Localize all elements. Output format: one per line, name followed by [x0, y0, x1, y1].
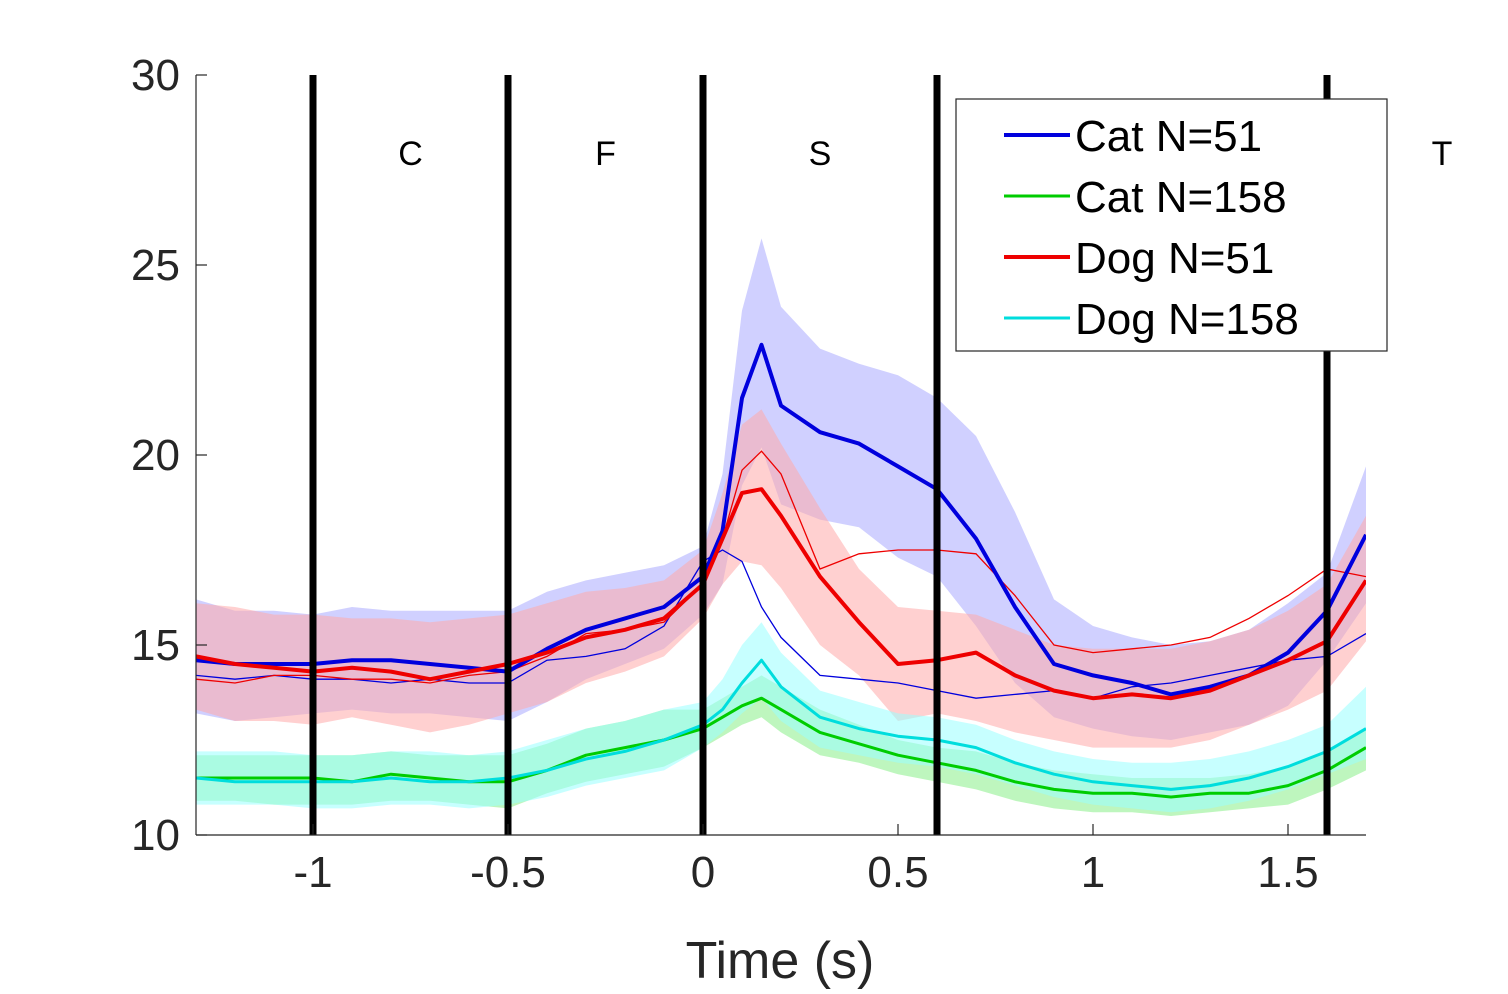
legend-label-1: Cat N=51: [1075, 112, 1262, 161]
phase-label-f: F: [595, 135, 616, 173]
band-series-3: [196, 409, 1366, 748]
thin-series-lines: [196, 450, 1366, 699]
y-tick-label: 20: [131, 431, 180, 480]
thin-line-1: [196, 549, 1366, 699]
series-line-1: [196, 342, 1366, 697]
thin-line-2: [196, 450, 1366, 684]
series-line-3: [196, 487, 1366, 701]
legend: Cat N=51 Cat N=158 Dog N=51 Dog N=158: [955, 98, 1388, 352]
x-tick-label: -0.5: [470, 848, 546, 897]
band-series-4: [196, 622, 1366, 813]
legend-label-2: Cat N=158: [1075, 173, 1287, 222]
y-tick-label: 10: [131, 811, 180, 860]
phase-label-c: C: [398, 135, 423, 173]
axes: -1 -0.5 0 0.5 1 1.5 10 15 20 25 30: [131, 51, 1366, 897]
x-tick-label: 0: [691, 848, 715, 897]
x-tick-label: 1.5: [1257, 848, 1318, 897]
phase-label-t: T: [1432, 135, 1453, 173]
x-tick-label: -1: [293, 848, 332, 897]
y-tick-label: 30: [131, 51, 180, 100]
legend-label-3: Dog N=51: [1075, 234, 1274, 283]
y-tick-label: 25: [131, 241, 180, 290]
series-line-4: [196, 658, 1366, 791]
x-axis-label: Time (s): [686, 932, 875, 990]
x-tick-label: 1: [1081, 848, 1105, 897]
y-tick-label: 15: [131, 621, 180, 670]
series-line-2: [196, 696, 1366, 799]
legend-box: [955, 98, 1388, 352]
phase-label-s: S: [809, 135, 832, 173]
x-tick-label: 0.5: [867, 848, 928, 897]
legend-label-4: Dog N=158: [1075, 295, 1299, 344]
series-lines: [196, 342, 1366, 799]
